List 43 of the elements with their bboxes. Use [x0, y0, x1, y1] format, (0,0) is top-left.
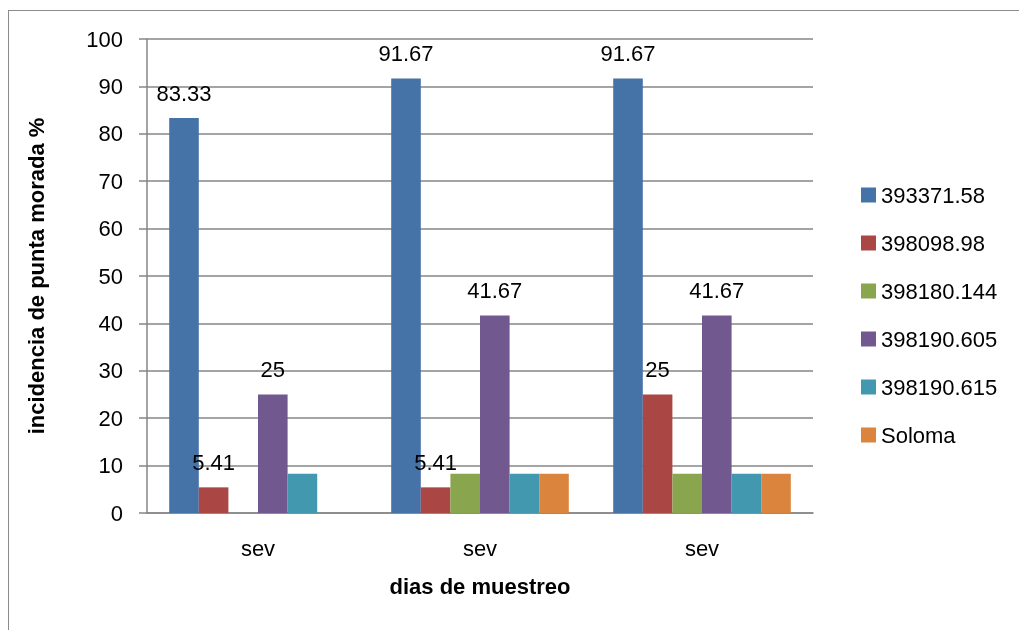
- bar: [420, 487, 451, 513]
- x-tick-label: sev: [462, 535, 498, 561]
- y-tick-label: 10: [98, 453, 123, 479]
- bar: [198, 487, 229, 513]
- bar: [258, 394, 288, 513]
- data-label: 25: [260, 357, 286, 382]
- data-label: 41.67: [467, 277, 523, 303]
- bar: [480, 315, 510, 513]
- bar: [287, 473, 318, 513]
- y-tick-label: 70: [98, 168, 123, 194]
- x-tick-label: sev: [684, 535, 720, 561]
- bar: [642, 394, 673, 513]
- legend-label: 398098.98: [881, 230, 985, 256]
- bar: [672, 473, 702, 513]
- bar: [450, 473, 480, 513]
- bar: [731, 473, 762, 513]
- legend-label: 393371.58: [881, 182, 985, 208]
- legend-label: 398190.605: [881, 326, 998, 352]
- bar: [509, 473, 540, 513]
- legend-label: 398180.144: [881, 278, 998, 304]
- bar: [539, 473, 569, 513]
- data-label: 91.67: [600, 40, 656, 66]
- bar: [761, 473, 791, 513]
- data-label: 41.67: [689, 277, 745, 303]
- data-label: 25: [645, 357, 670, 382]
- y-tick-label: 80: [98, 121, 123, 147]
- y-tick-label: 30: [98, 358, 123, 384]
- y-tick-label: 90: [98, 73, 123, 99]
- y-tick-label: 100: [86, 26, 123, 52]
- bar: [613, 78, 643, 513]
- data-label: 91.67: [378, 40, 434, 66]
- x-axis-title: dias de muestreo: [389, 573, 571, 599]
- y-axis-title: incidencia de punta morada %: [23, 117, 49, 435]
- bar: [702, 315, 732, 513]
- data-label: 83.33: [156, 80, 212, 106]
- y-tick-label: 20: [98, 405, 123, 431]
- y-tick-label: 40: [98, 310, 123, 336]
- x-tick-label: sev: [240, 535, 276, 561]
- y-tick-label: 50: [98, 263, 123, 289]
- y-tick-label: 0: [110, 500, 123, 526]
- legend-label: Soloma: [881, 422, 957, 448]
- y-tick-label: 60: [98, 216, 123, 242]
- legend-label: 398190.615: [881, 374, 998, 400]
